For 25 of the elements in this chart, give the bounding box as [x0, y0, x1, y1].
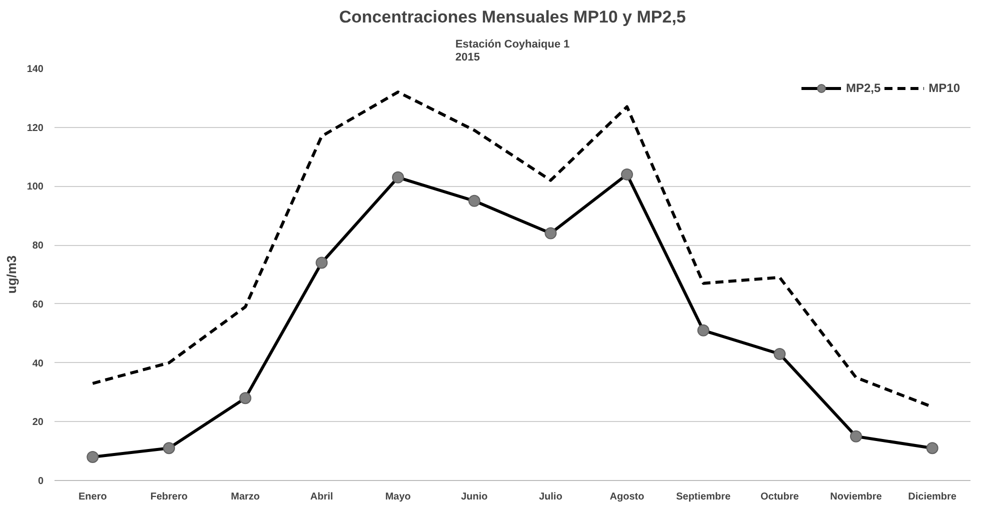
x-tick-label: Marzo	[230, 492, 260, 502]
y-tick-label: 100	[26, 182, 44, 193]
legend-label: MP2,5	[846, 81, 881, 95]
legend-label: MP10	[928, 81, 960, 95]
x-tick-label: Enero	[78, 492, 107, 502]
y-tick-label: 80	[32, 240, 44, 252]
y-tick-label: 20	[32, 417, 44, 428]
x-tick-label: Junio	[461, 492, 488, 502]
x-tick-label: Febrero	[150, 492, 188, 502]
x-tick-label: Diciembre	[908, 492, 957, 502]
x-tick-label: Agosto	[610, 492, 644, 502]
chart-subtitle: Estación Coyhaique 1 2015	[455, 38, 570, 64]
y-tick-label: 0	[38, 476, 44, 487]
y-tick-label: 40	[32, 358, 44, 370]
y-tick-label: 120	[26, 122, 44, 134]
x-tick-label: Octubre	[760, 492, 800, 502]
chart-title: Concentraciones Mensuales MP10 y MP2,5	[339, 8, 686, 26]
x-tick-label: Noviembre	[830, 492, 882, 502]
x-tick-label: Abril	[310, 492, 334, 502]
y-axis-title: ug/m3	[4, 255, 19, 294]
x-tick-label: Septiembre	[676, 492, 732, 502]
y-tick-label: 60	[32, 299, 44, 310]
x-tick-label: Mayo	[385, 492, 411, 502]
x-tick-label: Julio	[539, 492, 562, 502]
y-tick-label: 140	[26, 64, 44, 75]
